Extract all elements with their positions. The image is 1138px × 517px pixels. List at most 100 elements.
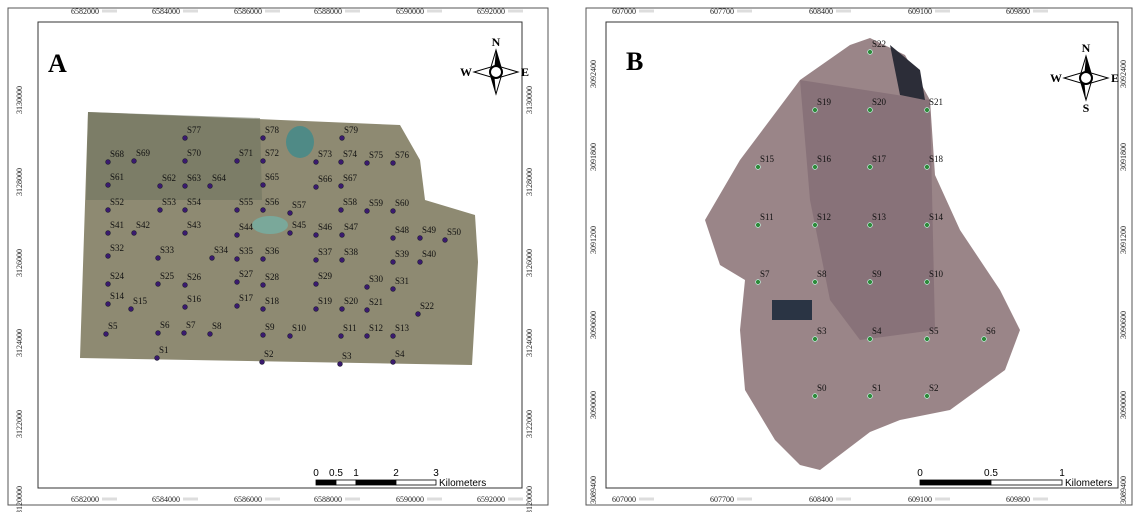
scale-segment — [336, 480, 356, 485]
sample-label: S32 — [110, 243, 124, 253]
sample-label: S10 — [292, 323, 307, 333]
scale-unit: Kilometers — [439, 478, 486, 489]
y-tick-label: 3091800 — [1119, 143, 1128, 171]
x-tick-label: 6588000 — [314, 495, 342, 504]
sample-label: S58 — [343, 197, 358, 207]
sample-point — [183, 231, 188, 236]
sample-label: S48 — [395, 225, 410, 235]
sample-point — [208, 184, 213, 189]
sample-point — [183, 184, 188, 189]
compass-label: E — [1111, 71, 1119, 85]
sample-point — [925, 280, 930, 285]
sample-label: S47 — [344, 222, 359, 232]
sample-point — [104, 332, 109, 337]
scale-unit: Kilometers — [1065, 478, 1112, 489]
sample-label: S21 — [369, 297, 383, 307]
x-tick-label: 6582000 — [71, 7, 99, 16]
compass-label: E — [521, 65, 529, 79]
sample-label: S17 — [872, 154, 887, 164]
sample-label: S67 — [343, 173, 358, 183]
sample-point — [925, 108, 930, 113]
x-tick-label: 6590000 — [396, 495, 424, 504]
sample-label: S40 — [422, 249, 437, 259]
sample-point — [261, 257, 266, 262]
y-tick-label: 3130000 — [15, 86, 24, 114]
sample-point — [339, 208, 344, 213]
sample-label: S15 — [133, 296, 148, 306]
sample-point — [339, 160, 344, 165]
sample-label: S71 — [239, 148, 253, 158]
sample-label: S24 — [110, 271, 125, 281]
sample-point — [314, 185, 319, 190]
scale-label: 0.5 — [984, 468, 998, 479]
sample-label: S52 — [110, 197, 124, 207]
y-tick-label: 3092400 — [1119, 60, 1128, 88]
sample-point — [106, 183, 111, 188]
sample-label: S42 — [136, 220, 150, 230]
sample-point — [340, 258, 345, 263]
sample-point — [261, 307, 266, 312]
compass-label: N — [492, 35, 501, 49]
y-tick-label: 3120000 — [15, 486, 24, 512]
compass-center — [1080, 72, 1092, 84]
sample-label: S17 — [239, 293, 254, 303]
sample-point — [391, 334, 396, 339]
sample-point — [868, 337, 873, 342]
sample-point — [106, 208, 111, 213]
sample-label: S11 — [343, 323, 357, 333]
sample-label: S38 — [344, 247, 359, 257]
sample-point — [813, 223, 818, 228]
sample-point — [132, 231, 137, 236]
sample-point — [338, 362, 343, 367]
sample-point — [106, 254, 111, 259]
sample-label: S55 — [239, 197, 254, 207]
sample-label: S64 — [212, 173, 227, 183]
sample-point — [925, 223, 930, 228]
sample-point — [314, 282, 319, 287]
sample-label: S8 — [817, 269, 827, 279]
sample-point — [925, 394, 930, 399]
sample-point — [158, 208, 163, 213]
sample-point — [183, 159, 188, 164]
sample-label: S46 — [318, 222, 333, 232]
sample-point — [391, 161, 396, 166]
sample-point — [210, 256, 215, 261]
x-tick-label: 609100 — [908, 7, 932, 16]
scale-label: 1 — [353, 468, 359, 479]
scale-segment — [396, 480, 436, 485]
y-tick-label: 3091200 — [589, 226, 598, 254]
sample-point — [365, 285, 370, 290]
sample-point — [314, 307, 319, 312]
sample-label: S72 — [265, 148, 279, 158]
sample-label: S66 — [318, 174, 333, 184]
x-tick-label: 607700 — [710, 495, 734, 504]
sample-point — [365, 334, 370, 339]
sample-label: S16 — [187, 294, 202, 304]
sample-label: S78 — [265, 125, 280, 135]
sample-label: S18 — [265, 296, 280, 306]
panel-label: B — [626, 47, 643, 76]
sample-label: S21 — [929, 97, 943, 107]
sample-point — [418, 260, 423, 265]
sample-label: S9 — [872, 269, 882, 279]
sample-point — [391, 236, 396, 241]
sample-point — [314, 160, 319, 165]
y-tick-label: 3120000 — [525, 486, 534, 512]
sample-point — [340, 136, 345, 141]
y-tick-label: 3090600 — [589, 311, 598, 339]
sample-point — [183, 208, 188, 213]
sample-point — [391, 287, 396, 292]
sample-point — [314, 233, 319, 238]
sample-label: S76 — [395, 150, 410, 160]
sample-point — [416, 312, 421, 317]
sample-label: S7 — [186, 320, 196, 330]
sample-label: S35 — [239, 246, 254, 256]
sample-point — [925, 337, 930, 342]
sample-point — [235, 304, 240, 309]
x-tick-label: 608400 — [809, 7, 833, 16]
sample-point — [314, 258, 319, 263]
sample-label: S16 — [817, 154, 832, 164]
sample-label: S29 — [318, 271, 333, 281]
panel-label: A — [48, 49, 67, 78]
sample-label: S6 — [160, 320, 170, 330]
